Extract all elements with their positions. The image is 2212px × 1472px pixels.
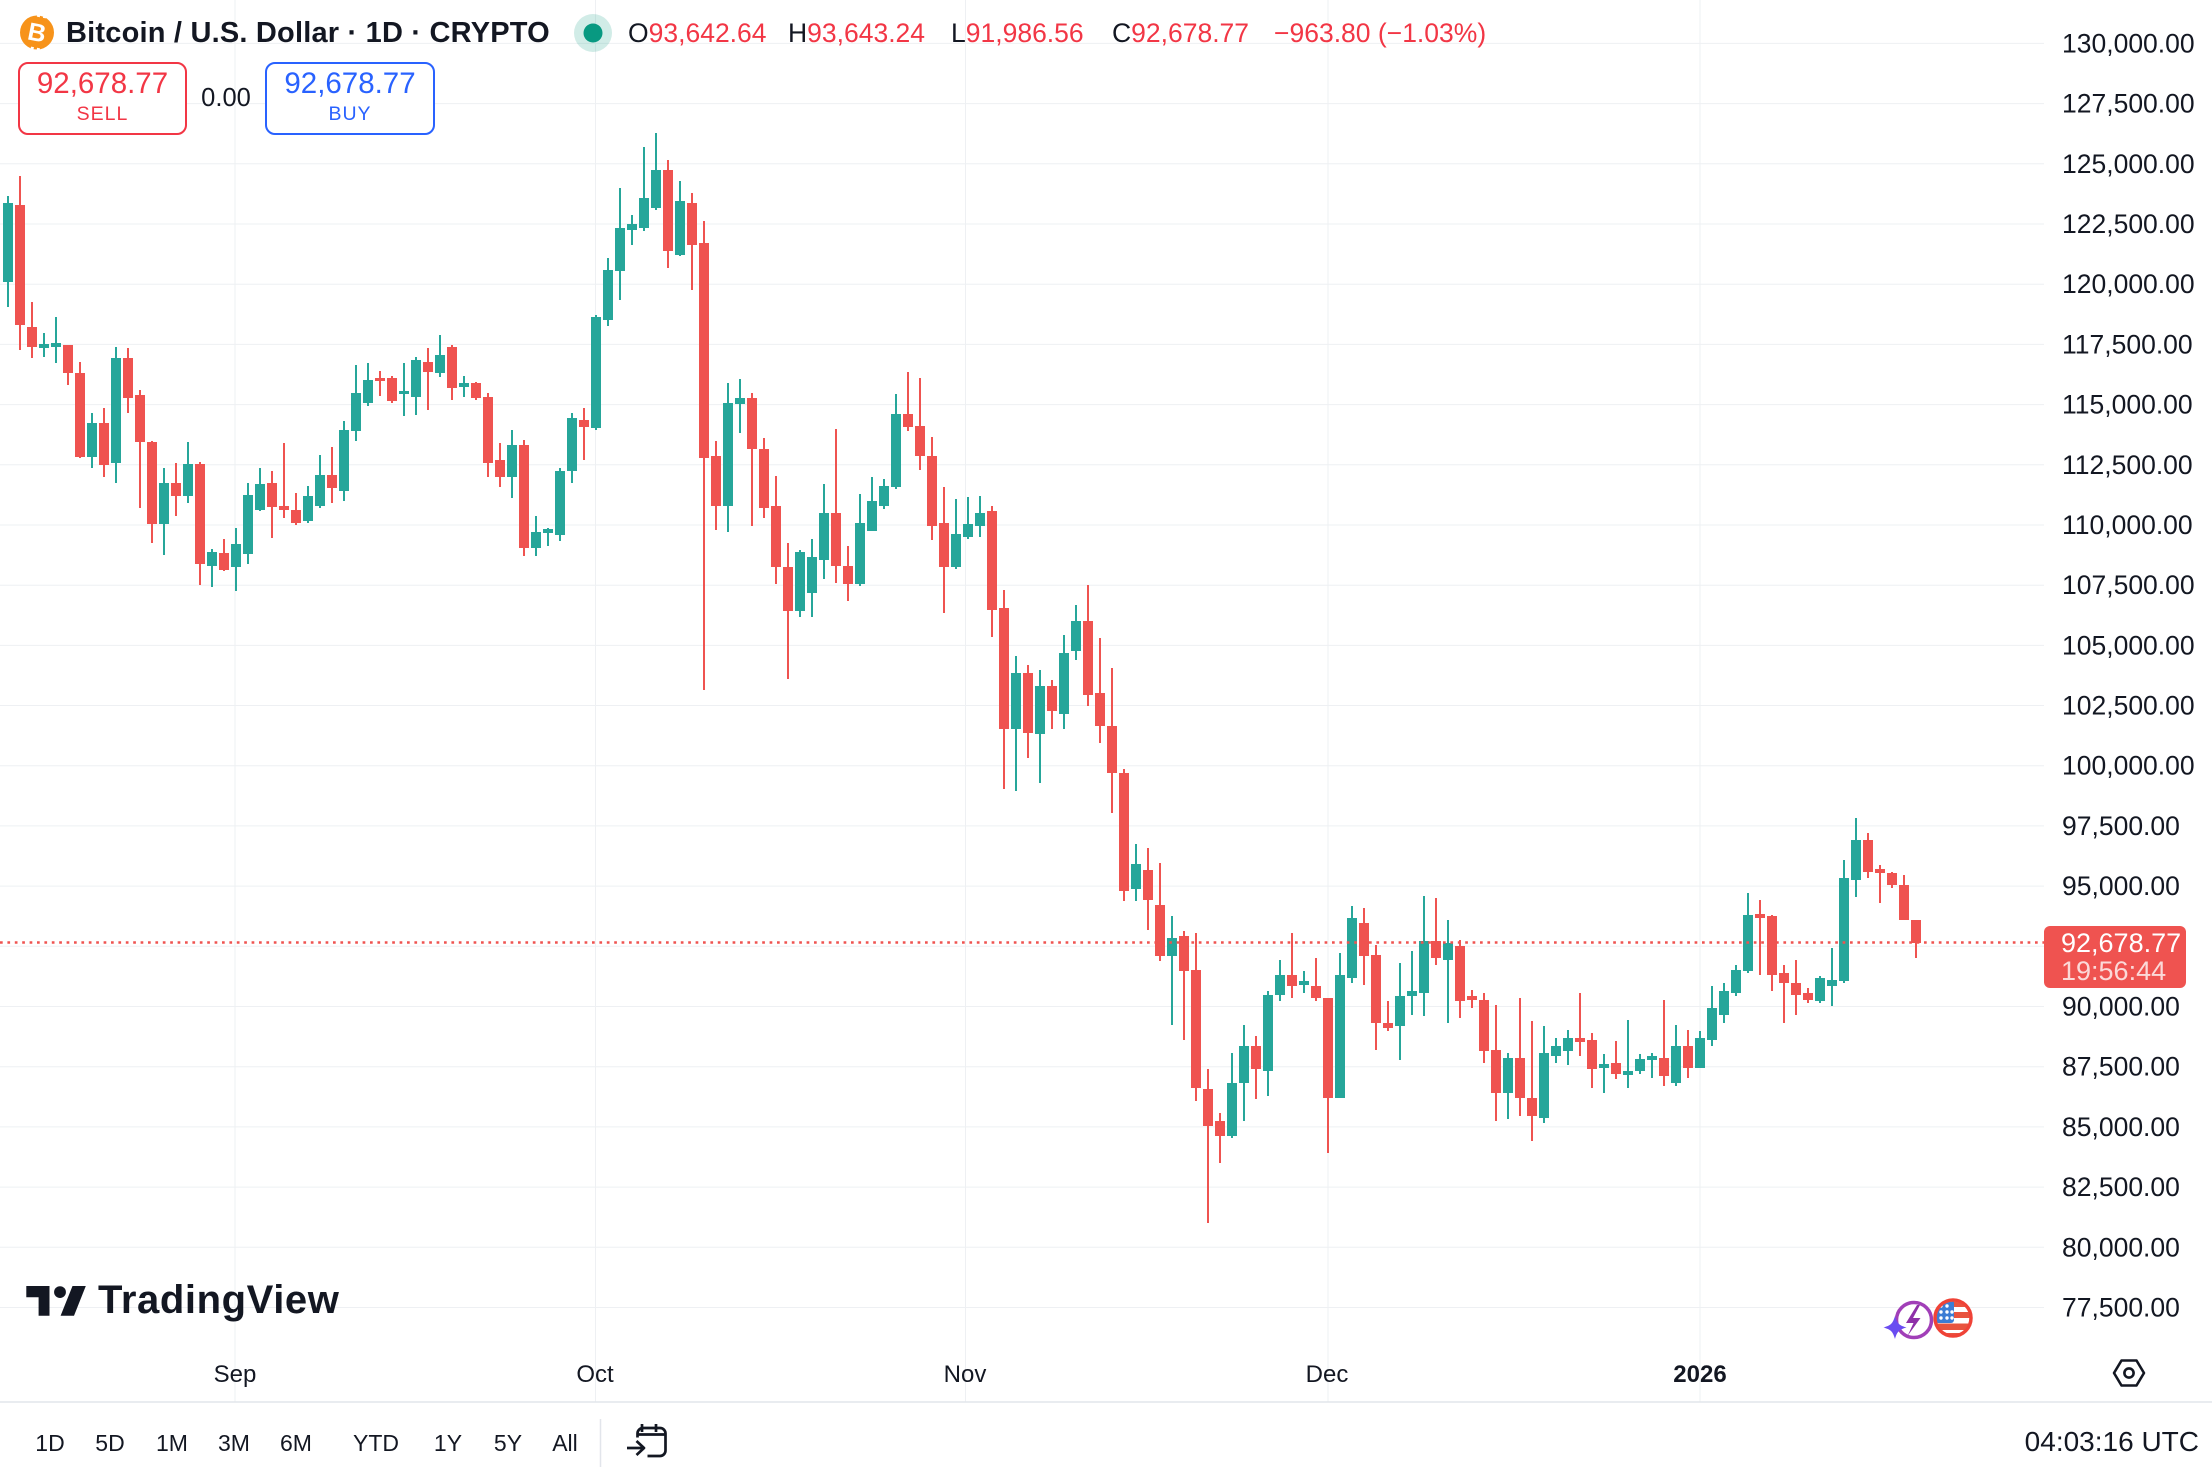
svg-text:92,678.77: 92,678.77 [37,67,168,100]
svg-text:5D: 5D [95,1430,124,1456]
svg-text:5Y: 5Y [494,1430,522,1456]
svg-text:YTD: YTD [353,1430,399,1456]
svg-text:92,678.77: 92,678.77 [2061,928,2181,958]
svg-text:BUY: BUY [328,103,371,125]
svg-text:105,000.00: 105,000.00 [2062,630,2195,660]
svg-text:Oct: Oct [576,1361,614,1388]
svg-text:TradingView: TradingView [98,1278,340,1322]
svg-text:95,000.00: 95,000.00 [2062,871,2180,901]
svg-text:0.00: 0.00 [201,84,251,112]
svg-text:O93,642.64: O93,642.64 [628,18,767,48]
svg-text:92,678.77: 92,678.77 [284,67,415,100]
svg-text:120,000.00: 120,000.00 [2062,269,2195,299]
svg-text:2026: 2026 [1673,1361,1726,1388]
svg-text:80,000.00: 80,000.00 [2062,1232,2180,1262]
svg-text:1D: 1D [35,1430,64,1456]
svg-text:125,000.00: 125,000.00 [2062,149,2195,179]
svg-text:Bitcoin / U.S. Dollar · 1D · C: Bitcoin / U.S. Dollar · 1D · CRYPTO [66,17,550,49]
svg-text:B: B [25,18,48,49]
svg-text:107,500.00: 107,500.00 [2062,570,2195,600]
svg-text:115,000.00: 115,000.00 [2062,390,2193,420]
svg-text:85,000.00: 85,000.00 [2062,1112,2180,1142]
svg-text:90,000.00: 90,000.00 [2062,992,2180,1022]
svg-text:Nov: Nov [944,1361,987,1388]
svg-text:77,500.00: 77,500.00 [2062,1293,2180,1323]
svg-text:102,500.00: 102,500.00 [2062,691,2195,721]
svg-text:6M: 6M [280,1430,312,1456]
svg-text:H93,643.24: H93,643.24 [788,18,925,48]
svg-text:82,500.00: 82,500.00 [2062,1172,2180,1202]
svg-text:130,000.00: 130,000.00 [2062,28,2195,58]
svg-text:−963.80 (−1.03%): −963.80 (−1.03%) [1274,18,1486,48]
svg-text:97,500.00: 97,500.00 [2062,811,2180,841]
svg-text:87,500.00: 87,500.00 [2062,1052,2180,1082]
svg-text:04:03:16 UTC: 04:03:16 UTC [2025,1426,2199,1457]
svg-text:112,500.00: 112,500.00 [2062,450,2193,480]
svg-text:Sep: Sep [214,1361,257,1388]
svg-text:L91,986.56: L91,986.56 [951,18,1084,48]
svg-text:122,500.00: 122,500.00 [2062,209,2195,239]
svg-text:3M: 3M [218,1430,250,1456]
svg-text:117,500.00: 117,500.00 [2062,329,2193,359]
svg-text:127,500.00: 127,500.00 [2062,89,2195,119]
svg-text:110,000.00: 110,000.00 [2062,510,2193,540]
svg-text:C92,678.77: C92,678.77 [1112,18,1249,48]
svg-text:100,000.00: 100,000.00 [2062,751,2195,781]
svg-text:Dec: Dec [1306,1361,1349,1388]
svg-text:19:56:44: 19:56:44 [2061,956,2166,986]
svg-text:All: All [552,1430,578,1456]
svg-text:SELL: SELL [77,103,129,125]
svg-text:1M: 1M [156,1430,188,1456]
svg-text:1Y: 1Y [434,1430,462,1456]
